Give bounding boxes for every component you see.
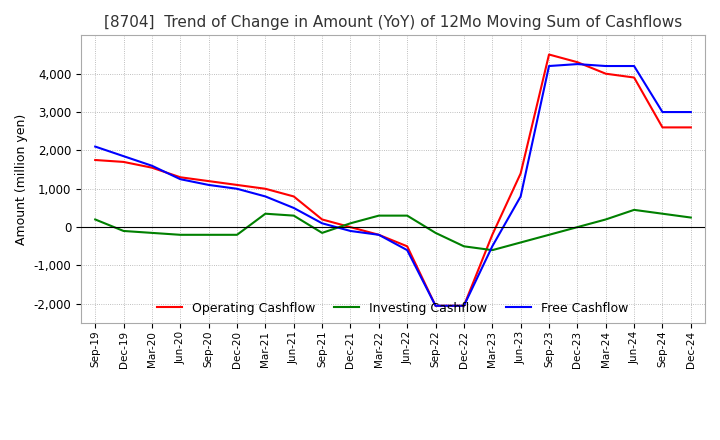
- Free Cashflow: [545, 63, 554, 69]
- Operating Cashflow: [148, 165, 156, 170]
- Investing Cashflow: [686, 215, 695, 220]
- Investing Cashflow: [516, 240, 525, 245]
- Investing Cashflow: [233, 232, 241, 238]
- Operating Cashflow: [459, 303, 468, 308]
- Title: [8704]  Trend of Change in Amount (YoY) of 12Mo Moving Sum of Cashflows: [8704] Trend of Change in Amount (YoY) o…: [104, 15, 682, 30]
- Investing Cashflow: [488, 248, 497, 253]
- Investing Cashflow: [261, 211, 270, 216]
- Investing Cashflow: [431, 230, 440, 235]
- Operating Cashflow: [686, 125, 695, 130]
- Free Cashflow: [459, 303, 468, 308]
- Operating Cashflow: [204, 179, 213, 184]
- Free Cashflow: [431, 303, 440, 308]
- Operating Cashflow: [403, 244, 412, 249]
- Operating Cashflow: [374, 232, 383, 238]
- Free Cashflow: [91, 144, 99, 149]
- Investing Cashflow: [573, 224, 582, 230]
- Investing Cashflow: [658, 211, 667, 216]
- Operating Cashflow: [289, 194, 298, 199]
- Investing Cashflow: [630, 207, 639, 213]
- Free Cashflow: [374, 232, 383, 238]
- Investing Cashflow: [204, 232, 213, 238]
- Free Cashflow: [233, 186, 241, 191]
- Investing Cashflow: [459, 244, 468, 249]
- Operating Cashflow: [120, 159, 128, 165]
- Operating Cashflow: [318, 217, 326, 222]
- Investing Cashflow: [176, 232, 184, 238]
- Free Cashflow: [176, 176, 184, 182]
- Free Cashflow: [658, 110, 667, 115]
- Operating Cashflow: [233, 182, 241, 187]
- Free Cashflow: [148, 163, 156, 169]
- Investing Cashflow: [289, 213, 298, 218]
- Operating Cashflow: [516, 171, 525, 176]
- Investing Cashflow: [346, 220, 355, 226]
- Operating Cashflow: [91, 158, 99, 163]
- Operating Cashflow: [573, 59, 582, 65]
- Operating Cashflow: [630, 75, 639, 80]
- Free Cashflow: [120, 154, 128, 159]
- Y-axis label: Amount (million yen): Amount (million yen): [15, 114, 28, 245]
- Investing Cashflow: [148, 230, 156, 235]
- Line: Operating Cashflow: Operating Cashflow: [95, 55, 690, 306]
- Free Cashflow: [204, 182, 213, 187]
- Operating Cashflow: [346, 224, 355, 230]
- Operating Cashflow: [488, 232, 497, 238]
- Operating Cashflow: [601, 71, 610, 76]
- Free Cashflow: [488, 244, 497, 249]
- Free Cashflow: [346, 228, 355, 234]
- Free Cashflow: [318, 220, 326, 226]
- Operating Cashflow: [261, 186, 270, 191]
- Investing Cashflow: [601, 217, 610, 222]
- Investing Cashflow: [91, 217, 99, 222]
- Investing Cashflow: [120, 228, 128, 234]
- Operating Cashflow: [431, 303, 440, 308]
- Investing Cashflow: [318, 230, 326, 235]
- Free Cashflow: [516, 194, 525, 199]
- Free Cashflow: [573, 62, 582, 67]
- Legend: Operating Cashflow, Investing Cashflow, Free Cashflow: Operating Cashflow, Investing Cashflow, …: [153, 297, 634, 320]
- Investing Cashflow: [403, 213, 412, 218]
- Free Cashflow: [403, 248, 412, 253]
- Free Cashflow: [630, 63, 639, 69]
- Operating Cashflow: [658, 125, 667, 130]
- Operating Cashflow: [545, 52, 554, 57]
- Line: Investing Cashflow: Investing Cashflow: [95, 210, 690, 250]
- Free Cashflow: [686, 110, 695, 115]
- Investing Cashflow: [374, 213, 383, 218]
- Investing Cashflow: [545, 232, 554, 238]
- Operating Cashflow: [176, 175, 184, 180]
- Free Cashflow: [601, 63, 610, 69]
- Free Cashflow: [289, 205, 298, 211]
- Line: Free Cashflow: Free Cashflow: [95, 64, 690, 306]
- Free Cashflow: [261, 194, 270, 199]
